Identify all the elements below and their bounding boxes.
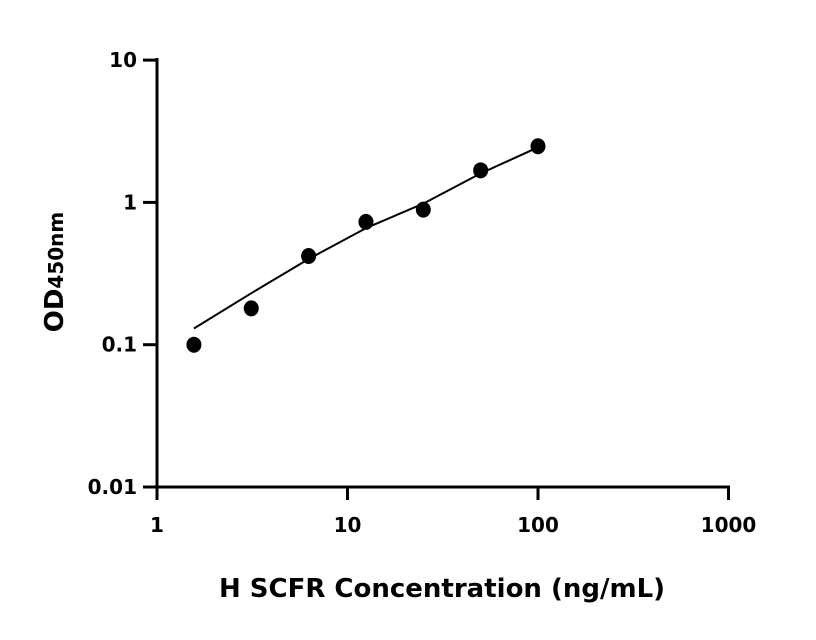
x-tick-label: 1: [150, 513, 164, 537]
data-point: [358, 213, 374, 230]
x-tick-label: 1000: [701, 513, 757, 537]
y-axis-title-main: OD: [40, 289, 70, 333]
data-point: [415, 201, 431, 218]
data-point: [530, 138, 546, 155]
data-point: [186, 336, 202, 353]
data-point: [473, 162, 489, 179]
data-point: [243, 300, 259, 317]
y-tick-label: 0.01: [88, 475, 137, 499]
x-tick-label: 10: [334, 513, 362, 537]
axes: [155, 58, 730, 489]
x-tick-label: 100: [517, 513, 559, 537]
data-point: [301, 248, 317, 265]
y-axis-title-sub: 450nm: [44, 212, 68, 289]
x-axis-title: H SCFR Concentration (ng/mL): [219, 574, 665, 604]
y-tick-label: 10: [109, 48, 137, 72]
y-axis-title: OD450nm: [40, 212, 70, 333]
y-tick-label: 0.1: [102, 333, 137, 357]
y-tick-label: 1: [123, 190, 137, 214]
